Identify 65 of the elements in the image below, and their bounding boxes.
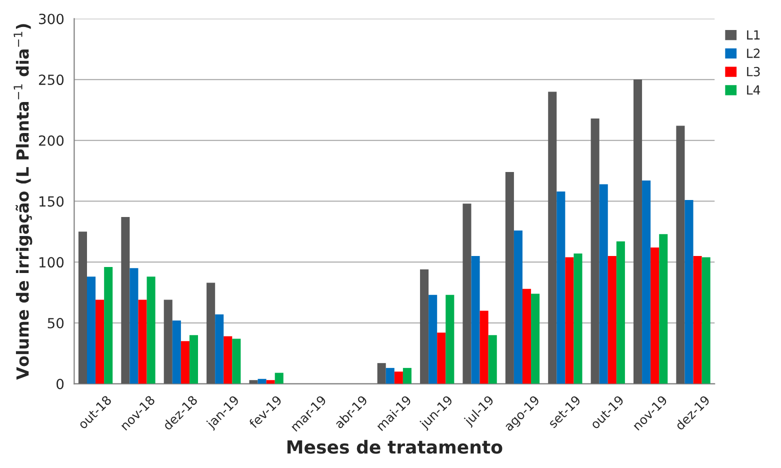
bar	[420, 269, 429, 384]
bar	[224, 336, 232, 384]
bar	[505, 172, 514, 384]
bar	[87, 276, 96, 384]
bar	[402, 368, 412, 384]
bar	[164, 300, 172, 384]
bar	[531, 294, 540, 384]
bar	[428, 294, 438, 384]
bar	[96, 300, 104, 384]
bar	[514, 230, 522, 384]
y-tick-label: 50	[48, 318, 64, 328]
bar	[633, 80, 642, 384]
legend-label: L3	[747, 66, 760, 76]
bar	[104, 266, 113, 384]
bar	[676, 126, 685, 384]
y-axis-title: Volume de irrigação (L Planta$^{−1}$ dia$^{−1}$)	[14, 24, 32, 380]
bar	[172, 320, 181, 384]
bar	[650, 247, 660, 384]
bar	[522, 288, 532, 384]
bar	[249, 380, 258, 384]
bar	[488, 335, 497, 384]
y-tick-label: 200	[38, 135, 64, 146]
legend-label: L4	[747, 85, 760, 95]
bar	[394, 372, 403, 384]
bar	[180, 341, 190, 384]
bar	[138, 300, 147, 384]
bar	[693, 256, 702, 384]
y-tick-label: 100	[39, 257, 64, 268]
bar	[437, 332, 446, 384]
bar	[274, 372, 284, 384]
bar	[266, 380, 275, 384]
bar	[130, 268, 138, 384]
bar	[146, 276, 156, 384]
legend-label: L2	[747, 48, 760, 58]
bar	[684, 200, 694, 384]
bar	[377, 363, 386, 384]
y-tick-label: 250	[38, 74, 64, 86]
y-tick-label: 300	[39, 14, 64, 24]
y-tick-label: 0	[56, 378, 64, 390]
bar	[480, 310, 488, 384]
bar	[121, 217, 130, 384]
bar	[78, 232, 88, 384]
bar	[471, 256, 480, 384]
bar	[642, 180, 651, 384]
bar	[574, 254, 582, 384]
bar	[659, 234, 668, 384]
bar	[599, 184, 608, 384]
legend-label: L1	[747, 30, 760, 40]
bar	[462, 204, 472, 384]
bar	[189, 335, 198, 384]
bar	[258, 378, 266, 384]
bar	[616, 241, 625, 384]
bar	[556, 192, 566, 384]
bar	[590, 118, 600, 384]
bar	[232, 338, 241, 384]
bar	[548, 92, 557, 384]
bar	[565, 257, 574, 384]
y-tick-label: 150	[39, 196, 64, 207]
bar	[446, 294, 454, 384]
bar	[702, 257, 710, 384]
bar	[608, 256, 616, 384]
bar	[206, 282, 216, 384]
x-axis-title: Meses de tratamento	[287, 440, 502, 454]
bar	[386, 368, 394, 384]
bar	[215, 314, 224, 384]
